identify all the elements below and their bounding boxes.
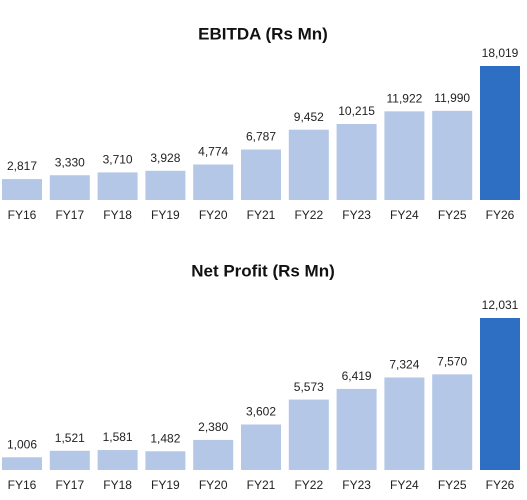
x-tick-label: FY19 [151,478,180,492]
value-label: 1,581 [103,430,133,444]
bar [336,124,377,200]
bar [193,439,234,470]
value-label: 2,817 [7,159,37,173]
x-tick-label: FY17 [55,478,84,492]
x-tick-label: FY20 [199,478,228,492]
bar [97,172,138,200]
value-label: 2,380 [198,420,228,434]
chart-title: EBITDA (Rs Mn) [198,24,328,43]
bar [49,175,90,200]
bar [49,450,90,470]
bar [2,179,42,200]
value-label: 3,330 [55,155,85,169]
bar [432,374,473,470]
bar [97,450,138,470]
x-tick-label: FY20 [199,208,228,222]
x-tick-label: FY22 [294,478,323,492]
value-label: 1,006 [7,437,37,451]
value-label: 11,990 [434,91,470,105]
bar [384,111,425,200]
x-tick-label: FY22 [294,208,323,222]
bar [432,110,473,200]
value-label: 3,710 [103,153,133,167]
x-tick-label: FY26 [486,478,515,492]
value-label: 6,787 [246,130,276,144]
chart-title: Net Profit (Rs Mn) [191,261,335,280]
x-tick-label: FY25 [438,208,467,222]
bar [336,388,377,470]
bar [480,66,520,200]
bar [145,170,186,200]
x-tick-label: FY18 [103,478,132,492]
x-tick-label: FY16 [8,208,37,222]
x-tick-label: FY17 [55,208,84,222]
bar [288,129,329,200]
bar [241,149,281,200]
value-label: 5,573 [294,380,324,394]
value-label: 7,324 [389,358,419,372]
value-label: 3,928 [150,151,180,165]
x-tick-label: FY18 [103,208,132,222]
value-label: 3,602 [246,405,276,419]
value-label: 12,031 [482,298,519,312]
value-label: 1,482 [150,431,180,445]
value-label: 4,774 [198,145,228,159]
value-label: 7,570 [437,355,467,369]
bar [480,318,520,470]
x-tick-label: FY19 [151,208,180,222]
x-tick-label: FY24 [390,208,419,222]
x-tick-label: FY21 [247,208,276,222]
x-tick-label: FY24 [390,478,419,492]
x-tick-label: FY26 [486,208,515,222]
bar [145,451,186,470]
bar [2,457,42,470]
bar [241,424,281,470]
x-tick-label: FY16 [8,478,37,492]
x-tick-label: FY21 [247,478,276,492]
x-tick-label: FY23 [342,478,371,492]
value-label: 6,419 [342,369,372,383]
value-label: 18,019 [482,46,519,60]
value-label: 1,521 [55,431,85,445]
x-tick-label: FY23 [342,208,371,222]
value-label: 10,215 [338,104,375,118]
bar [288,399,329,470]
value-label: 9,452 [294,110,324,124]
bar [384,377,425,470]
x-tick-label: FY25 [438,478,467,492]
value-label: 11,922 [386,92,422,106]
bar [193,164,234,200]
